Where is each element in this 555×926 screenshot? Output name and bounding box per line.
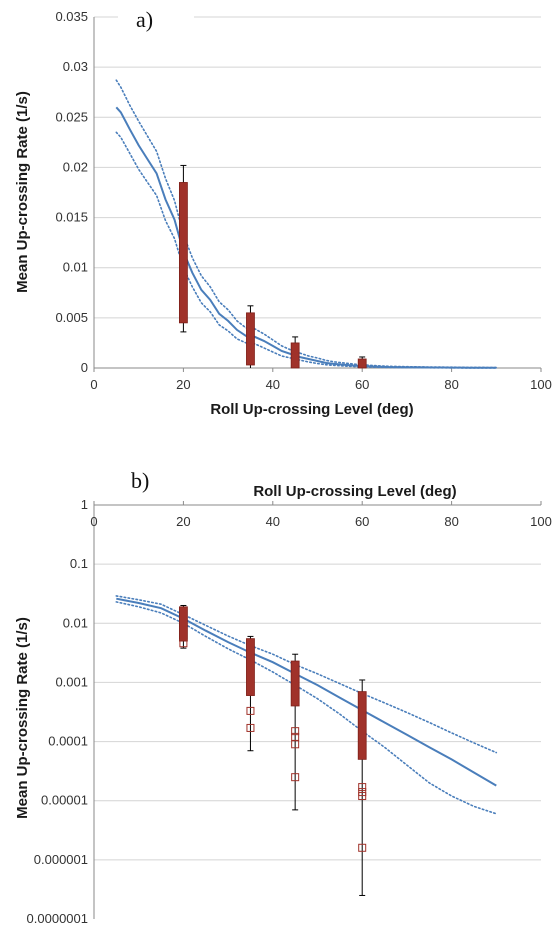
b-outlier-marker <box>291 773 300 782</box>
a-sample-bar <box>357 358 367 369</box>
b-y-axis-title: Mean Up-crossing Rate (1/s) <box>14 617 31 819</box>
b-series-lines <box>115 595 498 815</box>
b-outlier-marker <box>246 706 255 715</box>
a-x-axis-title: Roll Up-crossing Level (deg) <box>210 401 413 418</box>
a-sample-bar <box>290 342 300 369</box>
b-outlier-marker <box>358 792 367 801</box>
a-series-lines <box>115 79 498 369</box>
b-y-tick-label: 0.01 <box>63 615 88 630</box>
a-panel-label-background <box>118 5 194 35</box>
b-y-tick-label: 0.000001 <box>34 852 88 867</box>
a-y-tick-label: 0.015 <box>55 210 88 225</box>
b-outlier-marker <box>291 727 300 736</box>
a-y-axis-title: Mean Up-crossing Rate (1/s) <box>14 91 31 293</box>
b-y-tick-labels: 0.0000001 0.000001 0.00001 0.0001 0.001 0.01 0… <box>27 497 88 926</box>
a-x-tick-label: 80 <box>444 377 458 392</box>
b-x-tick-label: 20 <box>176 514 190 529</box>
b-y-tick-label: 0.001 <box>55 674 88 689</box>
a-x-tick-label: 20 <box>176 377 190 392</box>
a-y-tick-label: 0.03 <box>63 59 88 74</box>
a-gridlines <box>94 16 541 319</box>
b-panel-label: b) <box>131 468 149 493</box>
b-y-tick-label: 0.0000001 <box>27 911 88 926</box>
panel-b-chart: 0.0000001 0.000001 0.00001 0.0001 0.001 0.01 0… <box>14 468 552 926</box>
a-bound-line-1 <box>115 79 498 369</box>
b-sample-bar <box>246 638 255 696</box>
b-x-tick-label: 60 <box>355 514 369 529</box>
a-x-tick-label: 60 <box>355 377 369 392</box>
a-panel-label: a) <box>136 7 153 32</box>
b-y-tick-label: 1 <box>81 497 88 512</box>
a-y-tick-labels: 0 0.005 0.01 0.015 0.02 0.025 0.03 0.035 <box>55 9 88 375</box>
b-y-tick-label: 0.00001 <box>41 793 88 808</box>
a-x-tick-labels: 0 20 40 60 80 100 <box>90 368 552 392</box>
a-x-tick-label: 100 <box>530 377 552 392</box>
b-sample-bar <box>290 660 300 707</box>
b-outlier-marker <box>291 740 300 749</box>
b-outlier-markers <box>179 639 367 852</box>
panel-a-chart: 0 0.005 0.01 0.015 0.02 0.025 0.03 0.035 0 20 40 6… <box>14 5 552 418</box>
b-sample-bar <box>178 606 188 642</box>
a-y-tick-label: 0.02 <box>63 159 88 174</box>
a-y-tick-label: 0 <box>81 360 88 375</box>
a-sample-bar <box>246 312 255 366</box>
b-sample-bar <box>357 691 367 760</box>
a-sample-bars <box>178 164 367 369</box>
a-x-tick-label: 40 <box>266 377 280 392</box>
b-outlier-marker <box>358 843 367 852</box>
b-x-tick-label: 40 <box>266 514 280 529</box>
a-sample-bar <box>178 182 188 324</box>
b-y-tick-label: 0.1 <box>70 556 88 571</box>
b-x-axis-title: Roll Up-crossing Level (deg) <box>253 483 456 500</box>
b-outlier-marker <box>358 783 367 792</box>
b-x-tick-label: 100 <box>530 514 552 529</box>
b-x-tick-label: 0 <box>90 514 97 529</box>
b-bound-line-2 <box>115 601 498 815</box>
b-sample-bars <box>178 604 367 896</box>
a-x-tick-label: 0 <box>90 377 97 392</box>
a-y-tick-label: 0.01 <box>63 260 88 275</box>
a-y-tick-label: 0.025 <box>55 109 88 124</box>
b-outlier-marker <box>179 639 188 648</box>
a-y-tick-label: 0.005 <box>55 310 88 325</box>
b-outlier-marker <box>246 723 255 732</box>
a-y-tick-label: 0.035 <box>55 9 88 24</box>
b-x-tick-label: 80 <box>444 514 458 529</box>
b-x-tick-labels: 0 20 40 60 80 100 <box>90 501 552 529</box>
a-bound-line-2 <box>115 131 498 369</box>
b-y-tick-label: 0.0001 <box>48 734 88 749</box>
